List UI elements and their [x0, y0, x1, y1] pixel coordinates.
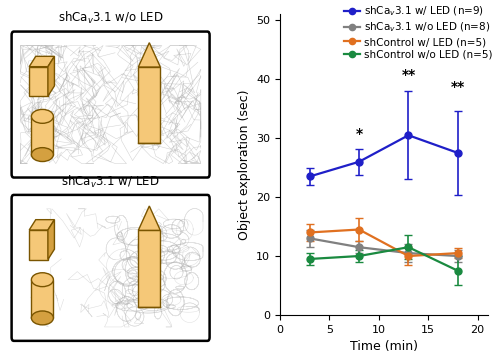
Polygon shape: [138, 43, 160, 67]
Text: *: *: [356, 127, 362, 141]
Text: shCa$_v$3.1 w/o LED: shCa$_v$3.1 w/o LED: [58, 10, 164, 26]
Polygon shape: [48, 56, 54, 96]
Ellipse shape: [32, 273, 54, 287]
Bar: [32, 280, 54, 318]
FancyBboxPatch shape: [12, 31, 209, 177]
Bar: [138, 230, 160, 307]
Ellipse shape: [32, 311, 54, 325]
Legend: shCa$_v$3.1 w/ LED (n=9), shCa$_v$3.1 w/o LED (n=8), shControl w/ LED (n=5), shC: shCa$_v$3.1 w/ LED (n=9), shCa$_v$3.1 w/…: [344, 5, 492, 60]
Polygon shape: [29, 56, 54, 67]
Text: **: **: [450, 80, 465, 94]
Polygon shape: [29, 67, 48, 96]
X-axis label: Time (min): Time (min): [350, 340, 418, 353]
FancyBboxPatch shape: [12, 195, 209, 341]
Text: shCa$_v$3.1 w/ LED: shCa$_v$3.1 w/ LED: [62, 174, 160, 190]
Ellipse shape: [32, 148, 54, 161]
Text: **: **: [402, 68, 415, 82]
Polygon shape: [29, 220, 54, 230]
Polygon shape: [48, 220, 54, 260]
Ellipse shape: [32, 109, 54, 123]
Y-axis label: Object exploration (sec): Object exploration (sec): [238, 89, 250, 240]
Polygon shape: [29, 230, 48, 260]
Polygon shape: [138, 206, 160, 230]
Bar: [32, 116, 54, 155]
Bar: [138, 67, 160, 143]
